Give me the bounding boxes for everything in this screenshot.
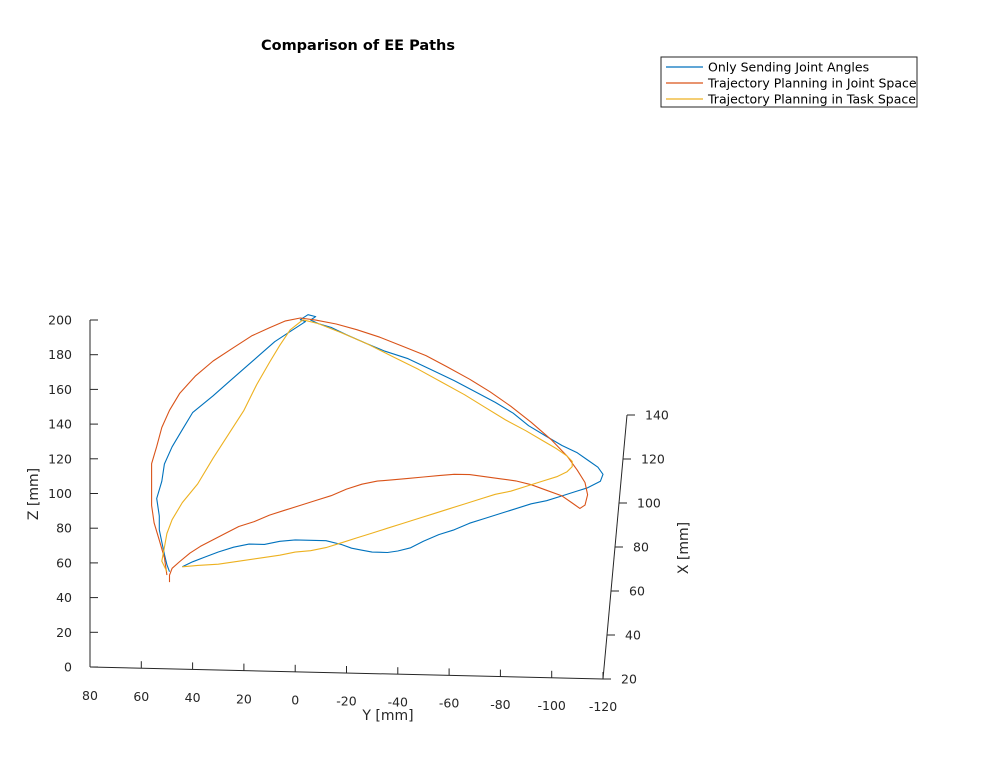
- series-line-3: [161, 319, 573, 572]
- legend-entry: Only Sending Joint Angles: [708, 60, 869, 75]
- legend-entry: Trajectory Planning in Task Space: [707, 92, 916, 107]
- y-tick-label: 40: [185, 690, 201, 705]
- y-tick-label: -120: [589, 699, 617, 714]
- y-tick-label: -80: [490, 697, 510, 712]
- z-tick-label: 20: [56, 625, 72, 640]
- y-axis-label: Y [mm]: [361, 708, 413, 724]
- z-tick-label: 80: [56, 521, 72, 536]
- x-tick-label: 80: [633, 540, 649, 555]
- z-tick-label: 140: [48, 417, 72, 432]
- z-tick-label: 100: [48, 486, 72, 501]
- x-tick-label: 60: [629, 584, 645, 599]
- z-tick-label: 40: [56, 590, 72, 605]
- z-tick-label: 180: [48, 347, 72, 362]
- chart-title: Comparison of EE Paths: [261, 38, 455, 54]
- x-tick-label: 40: [625, 628, 641, 643]
- y-tick-label: -40: [388, 695, 408, 710]
- axes-3d: [89, 319, 635, 680]
- z-tick-label: 120: [48, 451, 72, 466]
- x-axis-label: X [mm]: [676, 522, 692, 574]
- z-tick-label: 0: [64, 660, 72, 675]
- z-tick-label: 60: [56, 555, 72, 570]
- series-layer: [151, 314, 604, 583]
- y-tick-label: 80: [82, 688, 98, 703]
- x-tick-label: 120: [641, 452, 665, 467]
- y-tick-label: -20: [336, 694, 356, 709]
- y-tick-label: 20: [236, 691, 252, 706]
- series-line-1: [156, 314, 604, 572]
- series-line-2: [151, 317, 589, 583]
- legend-box: [660, 56, 918, 108]
- y-tick-label: 0: [291, 692, 299, 707]
- z-tick-label: 200: [48, 313, 72, 328]
- x-tick-label: 20: [621, 672, 637, 687]
- z-tick-label: 160: [48, 382, 72, 397]
- x-tick-label: 100: [637, 496, 661, 511]
- z-axis-label: Z [mm]: [26, 468, 42, 520]
- y-tick-label: -60: [439, 696, 459, 711]
- legend-entry: Trajectory Planning in Joint Space: [707, 76, 917, 91]
- x-tick-label: 140: [645, 408, 669, 423]
- y-tick-label: 60: [133, 689, 149, 704]
- y-tick-label: -100: [538, 698, 566, 713]
